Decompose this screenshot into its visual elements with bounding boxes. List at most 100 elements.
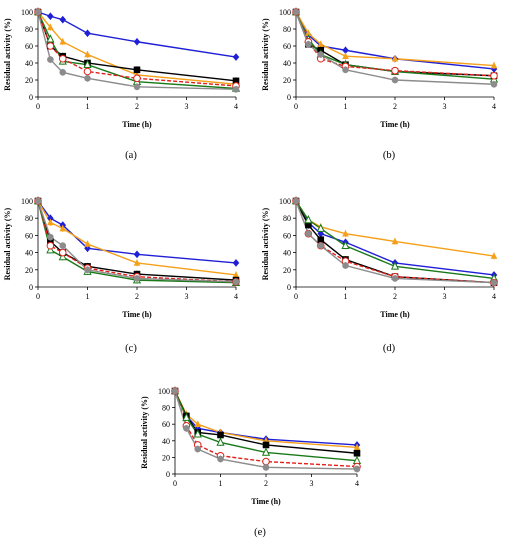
data-point-green-d <box>304 215 313 224</box>
x-tick-label-d: 0 <box>294 292 298 301</box>
series-line-gray-c <box>37 200 237 283</box>
data-point-orange-d <box>391 237 399 245</box>
data-point-gray-a <box>47 56 54 63</box>
x-tick-label-c: 4 <box>234 292 238 301</box>
x-tick-label-a: 1 <box>86 102 90 111</box>
chart-panel-c: 0 20 40 60 80 100 0 1 2 3 4 Time (h) Residual activi… <box>0 188 258 363</box>
data-point-black-c <box>47 238 54 245</box>
data-point-gray-e <box>183 425 190 432</box>
chart-panel-b: 0 20 40 60 80 100 0 1 2 3 4 Time (h) Residual activi… <box>258 0 516 175</box>
data-point-red-a <box>46 42 55 50</box>
data-point-gray-b <box>391 76 399 84</box>
data-point-gray-e <box>171 387 179 395</box>
series-line-green-d <box>295 200 495 280</box>
y-tick-label-d: 60 <box>283 231 291 240</box>
series-line-green-a <box>37 11 237 90</box>
y-tick-label-c: 40 <box>25 249 33 258</box>
data-point-gray-e <box>194 445 202 453</box>
y-tick-label-d: 80 <box>283 214 291 223</box>
data-point-green-e <box>193 429 202 438</box>
y-axis-label-b: Residual activity (%) <box>261 18 270 91</box>
y-tick-label-b: 100 <box>279 8 291 17</box>
data-point-black-e <box>217 431 224 439</box>
x-axis-label-c: Time (h) <box>122 310 152 319</box>
y-tick-label-a: 0 <box>29 93 33 102</box>
x-axis-label-b: Time (h) <box>380 120 410 129</box>
y-tick-label-c: 80 <box>25 214 33 223</box>
data-point-blue-b <box>342 46 349 55</box>
data-point-orange-c <box>133 259 141 266</box>
series-line-orange-a <box>37 11 237 85</box>
y-tick-label-c: 20 <box>25 266 33 275</box>
y-tick-label-e: 40 <box>162 437 170 446</box>
data-point-orange-b <box>317 40 325 48</box>
data-point-gray-c <box>34 197 42 205</box>
series-line-red-d <box>295 200 495 284</box>
x-tick-label-e: 2 <box>264 479 268 488</box>
x-axis-label-e: Time (h) <box>251 497 281 506</box>
y-tick-label-a: 20 <box>25 76 33 85</box>
y-axis-label-d: Residual activity (%) <box>261 207 270 280</box>
y-tick-label-c: 60 <box>25 231 33 240</box>
series-line-gray-e <box>174 390 358 470</box>
data-point-orange-c <box>47 218 54 226</box>
data-point-gray-d <box>292 197 300 205</box>
data-point-black-e <box>353 449 361 457</box>
data-point-gray-b <box>342 66 349 74</box>
x-tick-label-c: 1 <box>86 292 90 301</box>
data-point-blue-c <box>47 214 54 222</box>
data-point-blue-c <box>232 259 240 267</box>
data-point-gray-c <box>84 266 91 274</box>
y-tick-label-b: 80 <box>283 25 291 34</box>
y-tick-label-e: 100 <box>158 387 170 396</box>
y-tick-label-a: 40 <box>25 59 33 68</box>
data-point-gray-d <box>305 230 312 237</box>
data-point-gray-a <box>59 69 67 76</box>
data-point-orange-b <box>305 29 312 37</box>
x-tick-label-e: 1 <box>219 479 223 488</box>
data-point-gray-b <box>317 51 325 58</box>
x-tick-label-b: 4 <box>492 102 496 111</box>
x-tick-label-e: 4 <box>355 479 359 488</box>
data-point-orange-b <box>342 52 349 59</box>
x-tick-label-b: 1 <box>344 102 348 111</box>
x-tick-label-b: 0 <box>294 102 298 111</box>
data-point-orange-a <box>84 50 91 58</box>
data-point-blue-a <box>47 12 54 21</box>
data-point-red-a <box>83 67 92 76</box>
x-tick-label-b: 3 <box>443 102 447 111</box>
data-point-orange-b <box>490 61 498 69</box>
data-point-orange-c <box>84 240 91 247</box>
series-line-orange-b <box>295 11 495 67</box>
data-point-green-e <box>261 447 271 456</box>
data-point-red-b <box>490 71 498 80</box>
chart-svg-b: 0 20 40 60 80 100 0 1 2 3 4 Time (h) Residual activi… <box>261 7 499 129</box>
x-tick-label-d: 2 <box>393 292 397 301</box>
data-point-black-e <box>262 441 270 449</box>
data-point-green-c <box>46 245 55 254</box>
caption-a: (a) <box>125 150 137 161</box>
y-tick-label-d: 40 <box>283 249 291 258</box>
data-point-gray-b <box>490 80 498 88</box>
chart-panel-e: 0 20 40 60 80 100 0 1 2 3 4 Time (h) Residual activi… <box>129 375 387 550</box>
data-point-red-c <box>46 241 55 250</box>
data-point-gray-e <box>353 465 361 473</box>
x-tick-label-e: 3 <box>310 479 314 488</box>
chart-panel-a: 0 20 40 60 80 100 0 1 2 3 4 Time (h) Residual activi… <box>0 0 258 175</box>
data-point-black-d <box>305 221 312 229</box>
data-point-black-d <box>317 236 325 243</box>
caption-e: (e) <box>254 527 266 538</box>
x-tick-label-d: 3 <box>443 292 447 301</box>
data-point-orange-e <box>194 420 202 427</box>
data-point-gray-c <box>232 278 240 286</box>
y-axis-label-e: Residual activity (%) <box>140 396 149 469</box>
data-point-orange-d <box>490 252 498 259</box>
y-tick-label-e: 20 <box>162 453 170 462</box>
data-point-red-a <box>58 54 67 63</box>
y-tick-label-e: 80 <box>162 404 170 413</box>
y-tick-label-d: 100 <box>279 197 291 206</box>
data-point-gray-e <box>262 464 270 471</box>
y-tick-label-b: 0 <box>287 93 291 102</box>
data-point-orange-c <box>59 224 67 232</box>
data-point-blue-c <box>133 250 141 259</box>
